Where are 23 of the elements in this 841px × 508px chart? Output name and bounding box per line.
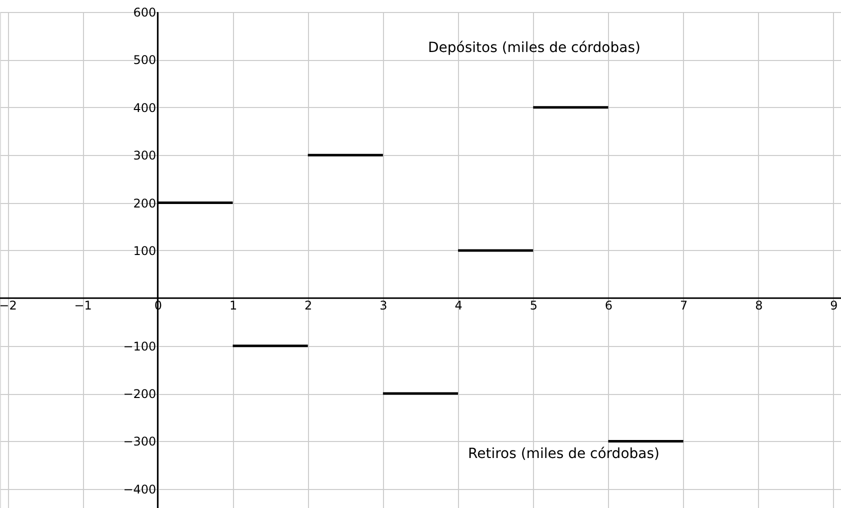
x-tick-label: 1 (229, 298, 238, 313)
x-tick-label: 9 (830, 298, 838, 313)
y-tick-label: 400 (133, 100, 156, 115)
x-tick-label: −2 (0, 298, 17, 313)
y-tick-label: −200 (123, 387, 156, 402)
y-tick-label: 600 (133, 6, 156, 20)
x-tick-label: 3 (380, 298, 388, 313)
y-tick-label: −400 (123, 482, 156, 496)
x-tick-label: 2 (304, 298, 312, 313)
y-tick-label: −100 (123, 339, 156, 354)
x-tick-label: 5 (530, 298, 538, 313)
annotation: Retiros (miles de córdobas) (468, 446, 660, 462)
x-tick-label: 7 (680, 298, 688, 313)
x-tick-label: 4 (454, 298, 462, 313)
annotation: Depósitos (miles de córdobas) (428, 40, 640, 56)
y-tick-label: 500 (133, 53, 156, 68)
x-tick-label: −1 (74, 298, 92, 313)
y-tick-label: 300 (133, 148, 156, 163)
y-tick-label: 100 (133, 244, 156, 258)
y-tick-label: −300 (123, 434, 156, 449)
x-tick-label: 8 (755, 298, 763, 313)
x-tick-label: 6 (604, 298, 613, 313)
y-tick-label: 200 (133, 196, 156, 210)
